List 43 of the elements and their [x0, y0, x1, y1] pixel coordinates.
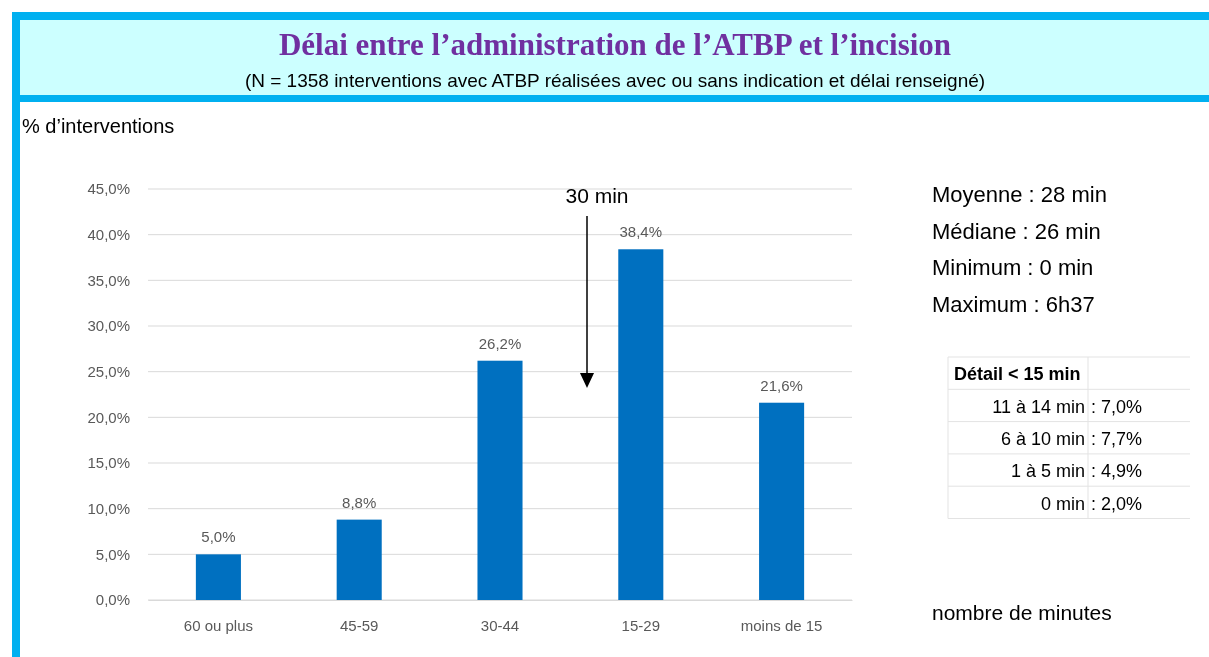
bar [336, 519, 382, 600]
text: : 4,9% [1091, 461, 1143, 482]
annotation: 30 min [565, 184, 629, 207]
data-label: 5,0% [201, 528, 236, 546]
text: : 2,0% [1091, 493, 1143, 514]
data-label: 38,4% [619, 223, 663, 241]
y-tick-label: 40,0% [87, 225, 130, 243]
data-label: 26,2% [478, 334, 522, 352]
text: Moyenne : 28 min [932, 182, 1107, 207]
y-tick-label: 45,0% [87, 180, 130, 198]
text: : 7,7% [1091, 428, 1143, 449]
y-tick-label: 15,0% [87, 454, 130, 472]
x-tick-label: 60 ou plus [183, 616, 254, 634]
data-label: 8,8% [342, 493, 377, 511]
bar [195, 554, 241, 600]
y-tick-label: 5,0% [95, 545, 130, 563]
text: 11 à 14 min [992, 396, 1085, 417]
data-label: 21,6% [760, 376, 803, 394]
y-axis-title: % d’interventions [22, 115, 175, 137]
x-axis-title: nombre de minutes [932, 601, 1112, 624]
y-tick-label: 35,0% [87, 271, 130, 289]
bar [618, 249, 664, 600]
y-tick-label: 25,0% [87, 362, 130, 380]
chart-title: Délai entre l’administration de l’ATBP et l’incision [278, 27, 952, 62]
y-tick-label: 0,0% [95, 591, 130, 609]
text: 1 à 5 min [1010, 461, 1085, 482]
bar [759, 402, 805, 600]
text: : 7,0% [1091, 396, 1143, 417]
text: Minimum : 0 min [932, 255, 1094, 280]
y-tick-label: 10,0% [87, 499, 130, 517]
y-tick-label: 30,0% [87, 317, 130, 335]
x-tick-label: moins de 15 [740, 616, 823, 634]
text: 0 min [1040, 493, 1085, 514]
x-tick-label: 45-59 [340, 616, 379, 634]
text: Maximum : 6h37 [932, 291, 1095, 317]
text: 6 à 10 min [1000, 428, 1085, 449]
text: Médiane : 26 min [932, 218, 1101, 244]
bar [477, 360, 523, 600]
x-tick-label: 30-44 [480, 616, 520, 634]
x-tick-label: 15-29 [621, 616, 660, 634]
y-tick-label: 20,0% [87, 408, 130, 426]
chart-subtitle: (N = 1358 interventions avec ATBP réalisées avec ou sans indication et délai renseigné) [244, 70, 986, 91]
text: Détail < 15 min [954, 364, 1081, 385]
